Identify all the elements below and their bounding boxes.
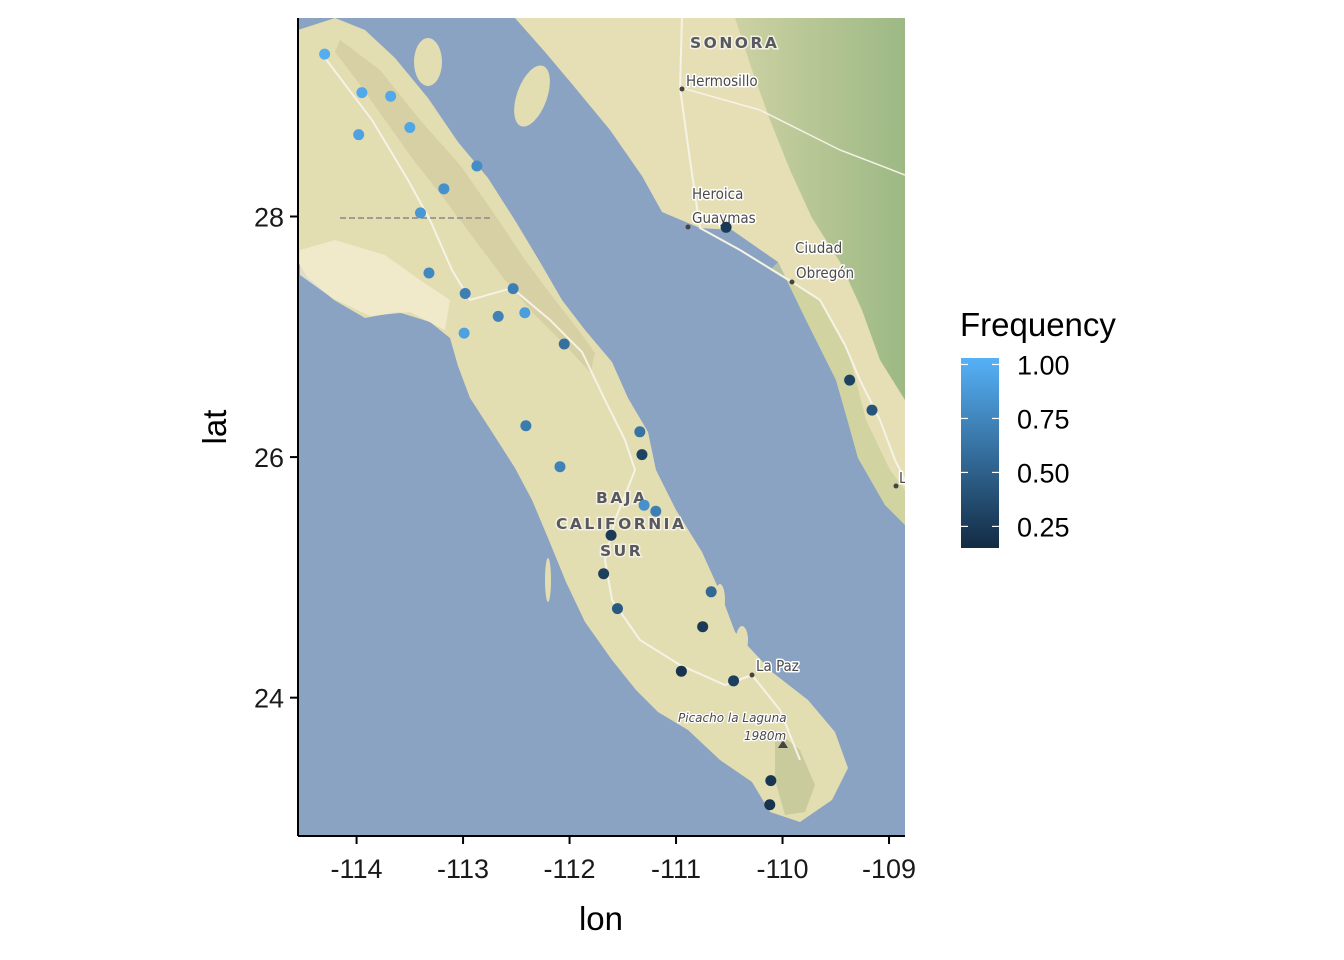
baja-peninsula [298,18,848,822]
label-peak-elevation: 1980m [744,729,786,743]
data-point [675,665,687,677]
data-point [459,287,471,299]
data-point [605,529,617,541]
data-point [507,283,519,295]
data-point [471,160,483,172]
label-lapaz: La Paz [756,657,799,675]
label-edge-city: L [899,469,907,487]
label-sonora: SONORA [690,34,779,52]
y-axis-title: lat [196,410,233,445]
peak-icon [778,740,788,748]
x-axis-title: lon [579,900,623,937]
island [736,626,748,654]
legend-break-label: 1.00 [1017,350,1070,380]
legend-break-label: 0.75 [1017,404,1070,434]
data-point [385,90,397,102]
y-tick-label: 28 [254,202,284,232]
label-sur: SUR [600,542,643,560]
data-point [558,338,570,350]
island [414,38,442,86]
data-point [353,129,365,141]
legend-break-label: 0.50 [1017,458,1070,488]
city-dot-obregon [789,279,795,285]
x-tick-label: -113 [437,854,489,884]
legend-title: Frequency [960,306,1116,343]
label-ciudad: Ciudad [795,239,842,257]
label-hermosillo: Hermosillo [686,72,758,90]
y-axis-ticks: 24 26 28 [254,202,298,714]
label-california: CALIFORNIA [556,515,686,533]
data-point [638,499,650,511]
data-point [705,586,717,598]
baja-sandy-plain [300,240,450,330]
island [614,398,622,422]
legend-break-label: 0.25 [1017,512,1070,542]
data-point [697,621,709,633]
x-axis-ticks: -114 -113 -112 -111 -110 -109 [331,836,916,884]
data-point [438,183,450,195]
island [645,464,655,492]
data-point [423,267,435,279]
data-point [866,404,878,416]
mainland-coastal-green [770,262,905,525]
label-heroica: Heroica [692,185,743,203]
label-guaymas: Guaymas [692,209,756,227]
road-baja [324,57,801,761]
data-point [598,568,610,580]
data-point [520,420,532,432]
x-tick-label: -114 [331,854,383,884]
legend-colorbar [961,358,999,548]
data-points [319,48,878,811]
data-point [414,207,426,219]
y-tick-label: 24 [254,684,284,714]
mainland-mountains [735,18,905,400]
baja-sierra-relief [335,40,600,372]
data-point [728,675,740,687]
island [715,584,725,616]
legend: Frequency 1.00 0.75 0.50 0.25 [960,306,1116,548]
city-dot-hermosillo [679,86,685,92]
data-point [636,449,648,461]
data-point [458,327,470,339]
y-tick-label: 26 [254,443,284,473]
road-mainland [678,18,905,481]
data-point [844,374,856,386]
data-point [611,603,623,615]
data-point [764,799,776,811]
x-tick-label: -110 [757,854,809,884]
island [514,65,550,127]
data-point [519,307,531,319]
island [545,558,551,602]
city-dot-edge [893,483,899,489]
label-peak-name: Picacho la Laguna [678,711,787,725]
cape-sierra-relief [775,730,815,815]
city-dot-guaymas [685,224,691,230]
data-point [720,221,732,233]
data-point [404,121,416,133]
road-mainland-east [681,87,905,176]
legend-breaks: 1.00 0.75 0.50 0.25 [961,350,1070,542]
data-point [765,775,777,787]
island [592,352,604,392]
data-point [650,505,662,517]
label-baja: BAJA [596,489,648,507]
data-point [492,310,504,322]
data-point [634,426,646,438]
x-tick-label: -109 [862,854,916,884]
x-tick-label: -111 [651,854,701,884]
city-dot-lapaz [749,672,755,678]
data-point [554,461,566,473]
data-point [319,48,331,60]
basemap: SONORA Hermosillo Heroica Guaymas Ciudad… [298,18,907,836]
x-tick-label: -112 [544,854,596,884]
data-point [356,87,368,99]
label-obregon: Obregón [796,264,854,282]
